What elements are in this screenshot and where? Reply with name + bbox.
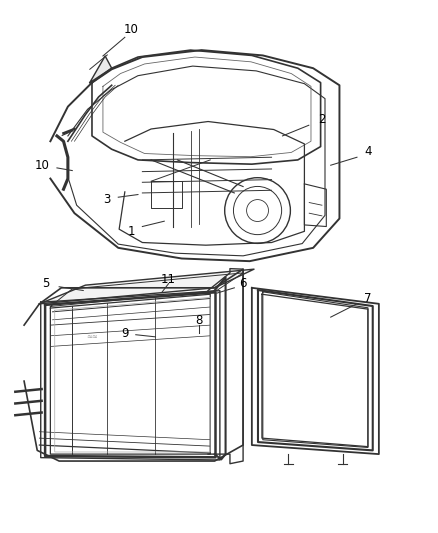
Text: 9: 9 [121,327,129,340]
Text: 4: 4 [364,146,372,158]
Text: 11: 11 [161,273,176,286]
Polygon shape [39,269,254,304]
Text: 5: 5 [42,277,49,290]
Text: ≈≈: ≈≈ [86,334,98,340]
Text: 10: 10 [34,159,49,172]
Text: 8: 8 [196,314,203,327]
Text: 7: 7 [364,292,372,305]
Text: 3: 3 [104,193,111,206]
Text: 6: 6 [239,277,247,290]
Text: 2: 2 [318,114,326,126]
Text: 10: 10 [124,23,139,36]
Text: 1: 1 [127,225,135,238]
Polygon shape [90,56,112,83]
